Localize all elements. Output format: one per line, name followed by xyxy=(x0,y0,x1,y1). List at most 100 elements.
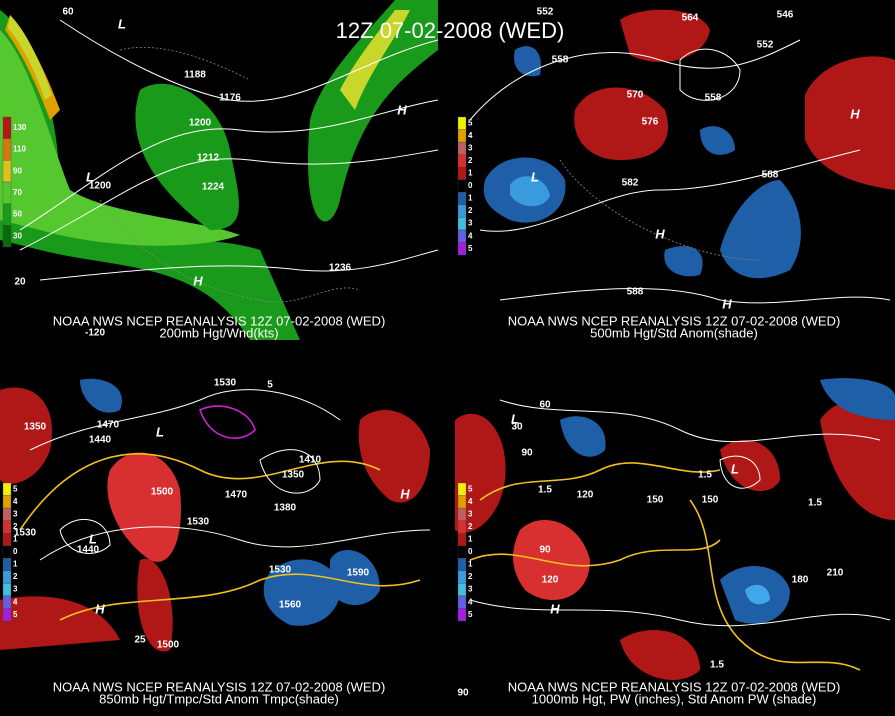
colorbar-label: 30 xyxy=(13,231,22,240)
contour-label: 1410 xyxy=(299,455,322,466)
contour-label: 150 xyxy=(647,495,664,506)
colorbar-swatch xyxy=(457,129,467,143)
contour-label: 564 xyxy=(682,13,699,24)
contour-label: 552 xyxy=(757,40,774,51)
colorbar-swatch xyxy=(457,558,467,571)
colorbar-label: 3 xyxy=(468,585,473,594)
colorbar-label: 3 xyxy=(13,509,18,518)
colorbar-label: 1 xyxy=(13,535,18,544)
panel-overlay: NOAA NWS NCEP REANALYSIS 12Z 07-02-2008 … xyxy=(2,378,410,706)
contour-label: 588 xyxy=(762,170,779,181)
colorbar-label: 70 xyxy=(13,188,22,197)
colorbar-swatch xyxy=(457,495,467,509)
colorbar-swatch xyxy=(457,192,467,205)
panel-1000mb xyxy=(455,375,895,716)
colorbar-label: 0 xyxy=(13,547,18,556)
colorbar-swatch xyxy=(2,482,12,496)
colorbar-label: 2 xyxy=(468,522,473,531)
contour-label: 1176 xyxy=(219,93,241,104)
colorbar-label: 2 xyxy=(468,206,473,215)
colorbar-swatch xyxy=(2,495,12,509)
contour-label: 90 xyxy=(457,688,469,699)
contour-label: 1188 xyxy=(184,70,206,81)
contour-label: 570 xyxy=(627,90,644,101)
contour-label: 1530 xyxy=(187,517,210,528)
colorbar-label: 4 xyxy=(468,497,473,506)
panel-subtitle: 200mb Hgt/Wnd(kts) xyxy=(159,325,278,340)
panel-overlay: NOAA NWS NCEP REANALYSIS 12Z 07-02-2008 … xyxy=(2,7,407,340)
colorbar-label: 3 xyxy=(13,585,18,594)
contour-label: L xyxy=(86,169,94,184)
colorbar-swatch xyxy=(457,533,467,546)
colorbar-swatch xyxy=(2,583,12,597)
panel-caption: NOAA NWS NCEP REANALYSIS 12Z 07-02-2008 … xyxy=(53,313,386,328)
contour-label: L xyxy=(118,16,126,31)
contour-label: 180 xyxy=(792,575,809,586)
colorbar-swatch xyxy=(457,217,467,231)
contour-label: 1470 xyxy=(225,490,248,501)
colorbar-swatch xyxy=(2,160,12,183)
contour-label: 1350 xyxy=(282,470,305,481)
colorbar-label: 4 xyxy=(13,497,18,506)
contour-label: 576 xyxy=(642,117,659,128)
panel-overlay: NOAA NWS NCEP REANALYSIS 12Z 07-02-2008 … xyxy=(457,400,843,707)
contour-label: H xyxy=(397,102,407,117)
panel-200mb xyxy=(0,0,439,340)
panel-subtitle: 850mb Hgt/Tmpc/Std Anom Tmpc(shade) xyxy=(99,691,339,706)
contour-label: H xyxy=(550,601,560,616)
colorbar-label: 1 xyxy=(468,560,473,569)
colorbar-label: 1 xyxy=(468,194,473,203)
contour-label: 1.5 xyxy=(808,498,822,509)
contour-label: 1500 xyxy=(151,487,174,498)
panel-caption: NOAA NWS NCEP REANALYSIS 12Z 07-02-2008 … xyxy=(508,313,841,328)
contour-label: -120 xyxy=(85,328,105,339)
panel-subtitle: 1000mb Hgt, PW (inches), Std Anom PW (sh… xyxy=(532,691,817,706)
colorbar-label: 2 xyxy=(468,572,473,581)
colorbar-swatch xyxy=(2,520,12,534)
contour-label: 1470 xyxy=(97,420,120,431)
colorbar-swatch xyxy=(457,482,467,496)
contour-label: H xyxy=(400,486,410,501)
contour-label: 546 xyxy=(777,10,794,21)
colorbar-swatch xyxy=(2,570,12,584)
contour-label: 1530 xyxy=(14,528,37,539)
colorbar-swatch xyxy=(457,545,467,559)
contour-label: 558 xyxy=(705,93,722,104)
colorbar-swatch xyxy=(457,154,467,168)
colorbar-swatch xyxy=(2,203,12,226)
contour-label: L xyxy=(89,531,97,546)
contour-label: 1.5 xyxy=(710,660,724,671)
contour-label: 20 xyxy=(14,277,26,288)
colorbar-label: 5 xyxy=(13,484,18,493)
contour-label: 1560 xyxy=(279,600,302,611)
colorbar-label: 90 xyxy=(13,166,22,175)
contour-label: L xyxy=(531,169,539,184)
colorbar-label: 5 xyxy=(468,244,473,253)
contour-label: 1530 xyxy=(214,378,237,389)
colorbar-swatch xyxy=(457,229,467,243)
contour-label: 25 xyxy=(134,635,146,646)
contour-label: 1500 xyxy=(157,640,180,651)
colorbar-label: 0 xyxy=(468,547,473,556)
contour-label: H xyxy=(193,273,203,288)
contour-label: 90 xyxy=(539,545,551,556)
panel-850mb xyxy=(0,375,438,716)
colorbar-label: 3 xyxy=(468,143,473,152)
colorbar-swatch xyxy=(2,533,12,546)
contour-label: 558 xyxy=(552,55,569,66)
colorbar-swatch xyxy=(2,181,12,204)
contour-label: 150 xyxy=(702,495,719,506)
contour-label: 210 xyxy=(827,568,844,579)
contour-label: 1224 xyxy=(202,182,225,193)
colorbar-label: 5 xyxy=(468,484,473,493)
colorbar-swatch xyxy=(2,138,12,161)
colorbar-label: 1 xyxy=(468,535,473,544)
contour-label: 1236 xyxy=(329,263,352,274)
contour-label: 60 xyxy=(62,7,74,18)
contour-label: 1212 xyxy=(197,153,220,164)
contour-label: 1350 xyxy=(24,422,47,433)
contour-label: 60 xyxy=(539,400,551,411)
contour-label: 1440 xyxy=(77,545,100,556)
contour-label: L xyxy=(511,411,519,426)
colorbar-label: 3 xyxy=(468,509,473,518)
